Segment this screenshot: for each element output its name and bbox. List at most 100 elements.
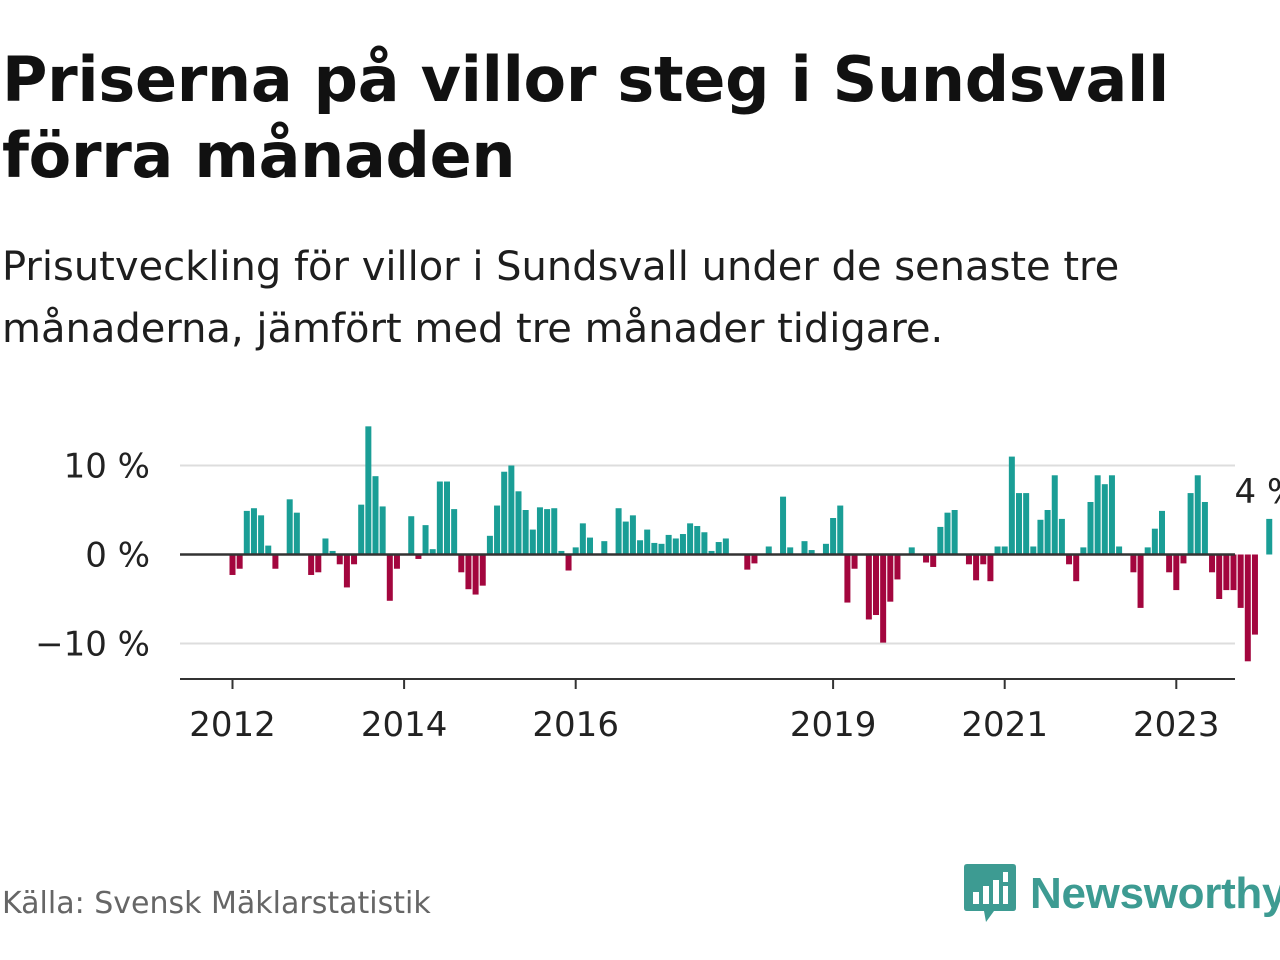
bar: [272, 554, 279, 569]
bar: [801, 541, 808, 555]
bar: [722, 538, 729, 555]
source-note: Källa: Svensk Mäklarstatistik: [2, 886, 431, 921]
bar: [1223, 554, 1230, 591]
bar: [293, 512, 300, 555]
bar: [658, 543, 665, 555]
bar: [1201, 501, 1208, 555]
bar: [451, 509, 458, 555]
bar: [522, 510, 529, 555]
x-tick-label: 2014: [361, 705, 448, 745]
bar: [1030, 546, 1037, 555]
x-tick-label: 2016: [532, 705, 619, 745]
bar: [679, 534, 686, 555]
bar-chart: 10 % 0 % −10 % 2012 2014 2016 2019 2021 2023 4 …: [35, 426, 1280, 745]
bar: [808, 550, 815, 555]
x-tick-label: 2021: [961, 705, 1048, 745]
chart-subtitle: Prisutveckling för villor i Sundsvall un…: [2, 244, 1120, 352]
bar: [408, 516, 415, 555]
bar: [1144, 547, 1151, 555]
bar: [1151, 528, 1158, 555]
bar: [243, 510, 250, 555]
y-tick-label: 0 %: [85, 536, 150, 576]
bar: [386, 554, 393, 601]
bar: [1180, 554, 1187, 564]
bar: [1244, 554, 1251, 662]
bar: [336, 554, 343, 565]
newsworthy-logo: Newsworthy: [964, 864, 1280, 924]
bar: [1101, 484, 1108, 555]
bar: [358, 504, 365, 555]
bar: [429, 549, 436, 555]
bar: [1037, 519, 1044, 555]
bar: [694, 526, 701, 555]
bar: [365, 426, 372, 555]
bar: [1173, 554, 1180, 591]
x-axis-ticks: 2012 2014 2016 2019 2021 2023: [189, 679, 1220, 745]
bar: [308, 554, 315, 575]
bar: [351, 554, 358, 565]
bar: [465, 554, 472, 590]
bar: [708, 550, 715, 555]
bar: [472, 554, 479, 595]
bar: [558, 550, 565, 555]
bar: [536, 507, 543, 555]
y-axis-tick-labels: 10 % 0 % −10 %: [35, 447, 150, 665]
bar: [865, 554, 872, 620]
bar: [372, 476, 379, 555]
bar: [1016, 493, 1022, 555]
bar: [1051, 475, 1058, 555]
bar: [286, 499, 293, 555]
bar: [422, 525, 429, 555]
bar: [458, 554, 465, 573]
bar: [1159, 510, 1165, 555]
bar: [973, 554, 980, 581]
bar: [644, 529, 651, 555]
bar: [1230, 554, 1237, 591]
bar: [751, 554, 758, 564]
bar: [937, 526, 944, 555]
bar: [1094, 475, 1101, 555]
bar: [572, 547, 579, 555]
bar: [873, 554, 879, 616]
bar: [622, 521, 629, 555]
bar: [780, 496, 787, 555]
bar: [987, 554, 994, 582]
bar: [844, 554, 851, 603]
bar: [551, 508, 558, 555]
bar: [665, 534, 672, 555]
chart-title: Priserna på villor steg i Sundsvall förr…: [2, 43, 1169, 192]
bar: [629, 515, 636, 555]
bar: [1066, 554, 1073, 565]
bar: [258, 515, 265, 555]
bar: [908, 547, 915, 555]
bar: [486, 535, 493, 555]
x-tick-label: 2012: [189, 705, 276, 745]
bar: [715, 542, 722, 555]
bar: [1080, 547, 1087, 555]
bar: [329, 550, 336, 555]
bar: [1216, 554, 1223, 599]
bar: [1073, 554, 1080, 582]
y-tick-label: 10 %: [64, 447, 150, 487]
bar: [672, 538, 679, 555]
bar: [1130, 554, 1137, 573]
bar: [1108, 475, 1115, 555]
bar: [501, 471, 508, 555]
bars: [229, 426, 1273, 662]
bar: [880, 554, 887, 643]
bar: [544, 509, 551, 555]
bar: [837, 505, 844, 555]
bar: [436, 481, 443, 555]
bar: [930, 554, 937, 567]
last-value-label: 4 %: [1235, 472, 1280, 512]
bar: [1237, 554, 1244, 608]
bar: [980, 554, 987, 565]
bar: [236, 554, 243, 569]
bar: [887, 554, 894, 602]
bar: [393, 554, 400, 569]
bar: [1087, 501, 1094, 555]
bar: [229, 554, 236, 575]
bar: [1187, 493, 1194, 555]
bar: [479, 554, 486, 586]
bar: [494, 505, 501, 555]
